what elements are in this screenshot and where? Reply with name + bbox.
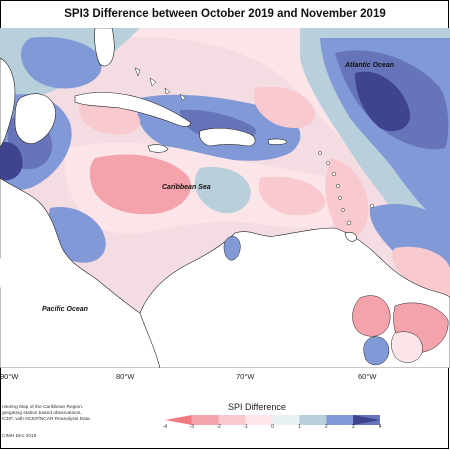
legend-tick-label: 2 (324, 424, 328, 430)
legend-tick-label: 4 (378, 424, 382, 430)
map-title: SPI3 Difference between October 2019 and… (64, 8, 386, 20)
legend-swatch (299, 415, 327, 425)
legend-tick-label: 0 (271, 424, 274, 430)
caribbean-sea-label: Caribbean Sea (162, 184, 211, 191)
lon-label-70w: 70°W (236, 372, 255, 381)
legend-tick-label: -4 (162, 424, 168, 430)
legend-swatch (272, 415, 300, 425)
credit-line-2: gregating station based observations, (2, 411, 82, 416)
spi-map (0, 28, 450, 368)
legend-swatch (326, 415, 354, 425)
lon-label-80w: 80°W (116, 372, 135, 381)
legend-tick-label: -3 (189, 424, 195, 430)
credit-line-3: ICDF, with NCEP/NCAR Reanalysis Data. (2, 417, 92, 422)
legend-tick-label: 3 (351, 424, 355, 430)
legend-swatch (218, 415, 246, 425)
legend-tick-label: -2 (216, 424, 221, 430)
atlantic-ocean-label: Atlantic Ocean (345, 62, 395, 69)
legend-swatch (191, 415, 219, 425)
legend-swatch (165, 415, 192, 425)
legend-tick-label: 1 (297, 424, 301, 430)
legend-swatch (245, 415, 273, 425)
legend-svg (165, 415, 380, 425)
credit-line-4: CIMH Dec-2019 (2, 434, 37, 439)
spi-map-canvas (0, 28, 450, 368)
legend-tick-label: -1 (243, 424, 248, 430)
legend-title: SPI Difference (228, 402, 286, 412)
pacific-ocean-label: Pacific Ocean (42, 306, 88, 313)
legend-colorbar (155, 413, 395, 431)
legend-swatch (353, 415, 380, 425)
lon-label-60w: 60°W (358, 372, 377, 381)
credit-line-1: nitoring Map of the Caribbean Region. (2, 405, 84, 410)
lon-label-90w: 90°W (0, 372, 19, 381)
